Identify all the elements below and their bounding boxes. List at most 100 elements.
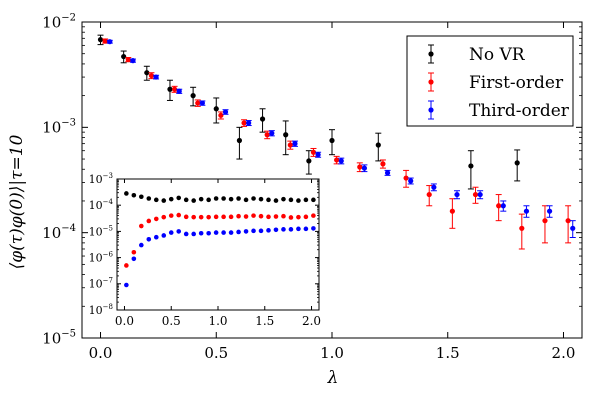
main-data-point xyxy=(213,106,219,112)
inset-data-point xyxy=(273,198,279,203)
inset-data-point xyxy=(191,214,196,220)
main-x-tick-label: 2.0 xyxy=(552,344,576,362)
inset-data-point xyxy=(303,214,309,220)
inset-data-point xyxy=(243,214,249,219)
inset-data-point xyxy=(124,263,129,268)
legend-label: First-order xyxy=(469,73,564,93)
legend-marker xyxy=(428,107,434,113)
inset-data-point xyxy=(198,214,204,220)
inset-data-point xyxy=(288,227,294,232)
main-data-point xyxy=(514,160,520,166)
main-data-point xyxy=(222,109,229,115)
inset-data-point xyxy=(131,249,137,255)
main-data-point xyxy=(403,175,409,181)
main-data-point xyxy=(408,178,414,184)
main-x-tick-label: 0.5 xyxy=(204,344,228,362)
main-frame xyxy=(81,21,583,339)
inset-series-first-order xyxy=(124,212,316,268)
main-data-point xyxy=(121,53,127,60)
inset-data-point xyxy=(191,231,196,237)
main-data-point xyxy=(236,137,243,144)
main-data-point xyxy=(338,158,344,164)
main-data-point xyxy=(144,70,150,76)
main-data-point xyxy=(468,163,474,169)
inset-data-point xyxy=(311,197,316,203)
inset-data-point xyxy=(198,230,204,236)
inset-data-point xyxy=(228,196,234,202)
main-data-point xyxy=(315,152,321,158)
main-data-point xyxy=(190,93,196,99)
inset-data-point xyxy=(303,197,309,203)
inset-series-third-order xyxy=(124,226,316,288)
inset-y-tick-label: 10−3 xyxy=(89,172,113,186)
inset-x-tick-label: 0.0 xyxy=(115,314,134,328)
inset-y-tick-label: 10−4 xyxy=(89,198,114,212)
inset-data-point xyxy=(176,229,182,234)
main-x-tick-label: 1.5 xyxy=(436,344,460,362)
inset-data-point xyxy=(236,229,241,235)
inset-data-point xyxy=(288,197,294,203)
main-data-point xyxy=(130,58,136,64)
inset-y-tick-label: 10−8 xyxy=(89,303,113,317)
inset-data-point xyxy=(124,282,129,288)
inset-data-point xyxy=(236,213,241,219)
main-series-first-order xyxy=(102,38,572,250)
main-data-point xyxy=(565,218,571,224)
legend-frame xyxy=(406,35,574,127)
main-data-point xyxy=(357,164,363,170)
main-data-point xyxy=(259,116,266,122)
inset-data-point xyxy=(153,216,159,222)
main-data-point xyxy=(287,142,293,148)
inset-data-point xyxy=(139,194,144,200)
inset-data-point xyxy=(311,213,316,218)
inset-data-point xyxy=(258,213,264,219)
inset-data-point xyxy=(146,196,152,201)
inset-data-point xyxy=(221,230,226,235)
inset-data-point xyxy=(213,214,219,220)
main-data-point xyxy=(380,161,386,167)
inset-data-point xyxy=(131,192,137,198)
legend-label: Third-order xyxy=(469,101,570,121)
inset-series-no-vr xyxy=(124,191,316,203)
inset-data-point xyxy=(206,230,211,236)
main-data-point xyxy=(472,191,479,198)
inset-data-point xyxy=(281,213,286,219)
main-data-point xyxy=(334,157,340,163)
inset-plot: 0.0 0.5 1.0 1.5 2.0 10−8 10−7 10−6 10−5 10−4 10−3 xyxy=(89,172,321,328)
inset-data-point xyxy=(221,214,226,220)
main-data-point xyxy=(264,132,270,138)
inset-data-point xyxy=(139,242,144,248)
inset-data-point xyxy=(281,227,286,232)
inset-y-tick-label: 10−7 xyxy=(89,277,113,291)
main-data-point xyxy=(375,142,381,148)
main-data-point xyxy=(148,72,155,79)
main-data-point xyxy=(306,158,312,164)
main-y-tick-label: 10−4 xyxy=(42,223,76,242)
main-y-tick-label: 10−3 xyxy=(42,118,76,137)
inset-data-point xyxy=(236,196,241,201)
inset-data-point xyxy=(258,228,264,234)
inset-data-point xyxy=(168,230,174,235)
inset-data-point xyxy=(161,198,167,203)
y-axis-label: ⟨φ(τ)φ(0)⟩|τ=10 xyxy=(7,134,27,269)
inset-data-point xyxy=(161,214,167,220)
inset-data-point xyxy=(146,218,152,224)
main-data-point xyxy=(125,56,131,63)
main-data-point xyxy=(496,203,502,209)
inset-data-point xyxy=(251,228,256,234)
main-data-point xyxy=(292,141,298,147)
main-data-point xyxy=(176,88,182,94)
inset-data-point xyxy=(198,196,204,202)
main-data-point xyxy=(167,86,173,92)
legend-label: No VR xyxy=(469,45,526,65)
inset-data-point xyxy=(266,228,271,233)
main-data-point xyxy=(477,191,483,198)
main-data-point xyxy=(241,120,247,126)
inset-data-point xyxy=(258,196,264,202)
inset-data-point xyxy=(243,229,249,234)
inset-data-point xyxy=(153,197,159,203)
inset-y-tick-label: 10−6 xyxy=(89,250,114,264)
inset-data-point xyxy=(124,191,129,196)
inset-data-point xyxy=(176,195,182,201)
